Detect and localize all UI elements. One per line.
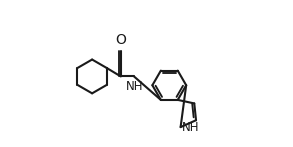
Text: NH: NH [126, 80, 144, 93]
Text: O: O [115, 33, 126, 47]
Text: NH: NH [182, 121, 199, 134]
